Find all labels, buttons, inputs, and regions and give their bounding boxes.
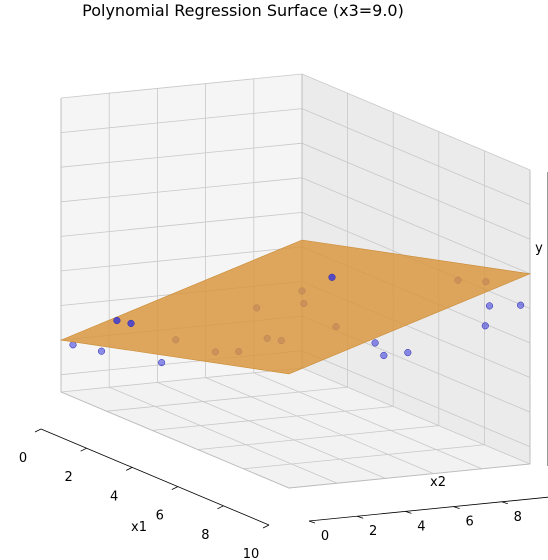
data-point: [485, 302, 494, 310]
data-point: [328, 273, 336, 281]
y-axis-label: x2: [430, 475, 446, 490]
chart-title: Polynomial Regression Surface (x3=9.0): [82, 1, 404, 20]
pane-edge: [60, 98, 531, 489]
data-point: [113, 316, 121, 325]
x1-tick-label: 8: [201, 528, 209, 543]
x2-tick-mark: [501, 501, 508, 505]
x1-tick-label: 0: [19, 451, 27, 466]
x2-tick-mark: [405, 511, 412, 514]
x2-tick-mark: [308, 520, 316, 524]
x2-tick-label: 4: [417, 519, 425, 534]
floor-pane: [61, 368, 530, 488]
x1-tick-label: 2: [64, 470, 72, 485]
x1-tick-mark: [80, 447, 87, 452]
x2-tick-mark: [357, 515, 364, 519]
regression-surface: [59, 239, 532, 375]
points-above-surface: [113, 273, 336, 327]
z-axis-label: y: [535, 241, 543, 256]
x1-tick-mark: [34, 428, 42, 433]
data-point: [481, 322, 489, 330]
x2-axis-line: [308, 496, 548, 522]
x2-tick-label: 0: [321, 529, 329, 544]
x-axis-label: x1: [131, 520, 147, 535]
grid-line-x2: [156, 88, 386, 479]
data-point: [97, 347, 106, 355]
x1-tick-mark: [171, 486, 178, 490]
grid-line-x2: [205, 83, 434, 474]
x1-tick-mark: [262, 524, 270, 529]
data-point: [404, 349, 412, 357]
grid-line-x2: [108, 93, 338, 484]
x2-tick-label: 2: [369, 524, 377, 539]
x1-tick-label: 4: [110, 489, 118, 504]
x1-tick-mark: [217, 505, 224, 510]
x2-tick-label: 6: [465, 515, 473, 530]
data-point: [371, 339, 379, 347]
data-point: [127, 319, 135, 327]
x1-tick-label: 10: [243, 547, 260, 560]
grid-line-x2: [253, 78, 482, 470]
data-point: [380, 351, 388, 360]
x1-axis-line: [40, 428, 270, 526]
x1-tick-label: 6: [156, 509, 164, 524]
data-point: [158, 359, 166, 367]
data-point: [517, 301, 525, 309]
x2-tick-label: 8: [514, 510, 522, 525]
tick-labels: 02468100246810−3000−2000−100001000200030…: [19, 172, 548, 560]
x2-tick-mark: [453, 506, 460, 509]
surface-plane: [59, 239, 532, 375]
x1-tick-mark: [126, 467, 133, 471]
